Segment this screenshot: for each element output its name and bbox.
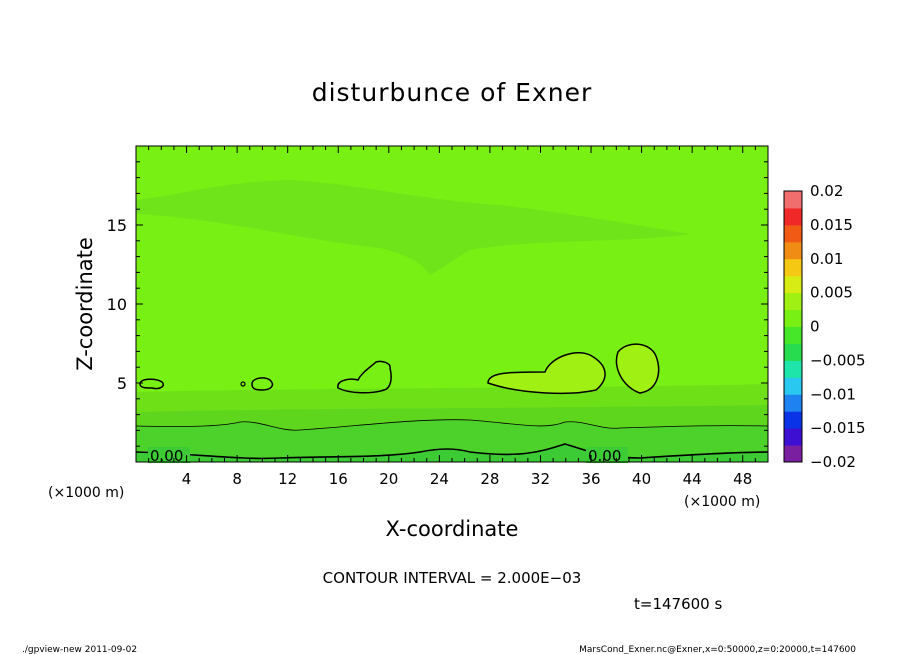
- colorbar-swatch: [784, 377, 802, 395]
- colorbar-label: 0.02: [810, 182, 843, 200]
- colorbar-label: 0.01: [810, 250, 843, 268]
- colorbar-swatch: [784, 258, 802, 277]
- contour-blob-small: [251, 377, 274, 391]
- contour-line-zero: [135, 443, 769, 460]
- x-unit-right: (×1000 m): [684, 494, 760, 510]
- y-tick-label: 5: [117, 374, 127, 393]
- colorbar-label: −0.005: [810, 351, 866, 369]
- colorbar: 0.02 0.015 0.01 0.005 0 −0.005 −0.01 −0.015 −0.0…: [783, 182, 866, 471]
- colorbar-swatch: [784, 445, 802, 463]
- contour-blob-mid: [337, 360, 392, 394]
- x-tick-label: 12: [278, 470, 297, 488]
- contour-label-bg-1: [148, 447, 190, 463]
- x-tick-label: 40: [632, 470, 651, 488]
- colorbar-swatch: [784, 428, 802, 446]
- colorbar-swatch: [784, 309, 802, 327]
- colorbar-label: 0.015: [810, 216, 853, 234]
- y-tick-label: 10: [107, 295, 127, 314]
- colorbar-swatch: [784, 394, 802, 412]
- colorbar-label: −0.02: [810, 453, 856, 471]
- x-tick-label: 44: [683, 470, 702, 488]
- colorbar-label: −0.015: [810, 419, 866, 437]
- x-tick-label: 16: [329, 470, 348, 488]
- x-tick-label: 8: [232, 470, 242, 488]
- colorbar-frame: [783, 190, 803, 463]
- colorbar-swatch: [784, 275, 802, 294]
- contour-dot: [240, 381, 246, 387]
- colorbar-label: 0: [810, 318, 820, 336]
- footer-left: ./gpview-new 2011-09-02: [22, 645, 137, 654]
- colorbar-swatch: [784, 191, 802, 209]
- time-label: t=147600 s: [634, 595, 722, 613]
- contour-blob-right: [487, 351, 606, 395]
- colorbar-label: 0.005: [810, 284, 853, 302]
- x-tick-label: 32: [531, 470, 550, 488]
- x-tick-label: 24: [430, 470, 449, 488]
- x-tick-label: 4: [182, 470, 192, 488]
- contour-interval: CONTOUR INTERVAL = 2.000E−03: [323, 569, 582, 587]
- contour-blob-left: [139, 378, 164, 390]
- contour-line-thin: [135, 419, 769, 431]
- colorbar-swatch: [784, 241, 802, 260]
- contour-label-bg-2: [586, 447, 628, 463]
- colorbar-swatch: [784, 411, 802, 429]
- y-axis-label: Z-coordinate: [73, 237, 97, 371]
- footer-right: MarsCond_Exner.nc@Exner,x=0:50000,z=0:20…: [579, 645, 856, 654]
- contour-blob-far-right: [615, 343, 660, 394]
- upper-shade: [136, 180, 690, 275]
- chart-title: disturbunce of Exner: [312, 78, 593, 107]
- y-axis: 5 10 15: [107, 161, 768, 447]
- x-tick-label: 20: [379, 470, 398, 488]
- contour-label-1: 0.00: [150, 447, 183, 465]
- contour-label-2: 0.00: [588, 447, 621, 465]
- colorbar-swatch: [784, 343, 802, 361]
- x-axis: 4 8 12 16 20 24 28 32 36 40 44 48: [148, 146, 756, 488]
- x-axis-label: X-coordinate: [386, 517, 519, 541]
- y-tick-label: 15: [107, 216, 127, 235]
- colorbar-swatch: [784, 207, 802, 226]
- colorbar-swatch: [784, 292, 802, 311]
- x-tick-label: 48: [733, 470, 752, 488]
- x-unit-left: (×1000 m): [48, 485, 124, 501]
- colorbar-label: −0.01: [810, 385, 856, 403]
- x-tick-label: 36: [581, 470, 600, 488]
- colorbar-swatch: [784, 360, 802, 378]
- plot-area: 0.00 0.00: [135, 145, 769, 465]
- colorbar-swatch: [784, 224, 802, 243]
- colorbar-swatch: [784, 326, 802, 344]
- x-tick-label: 28: [480, 470, 499, 488]
